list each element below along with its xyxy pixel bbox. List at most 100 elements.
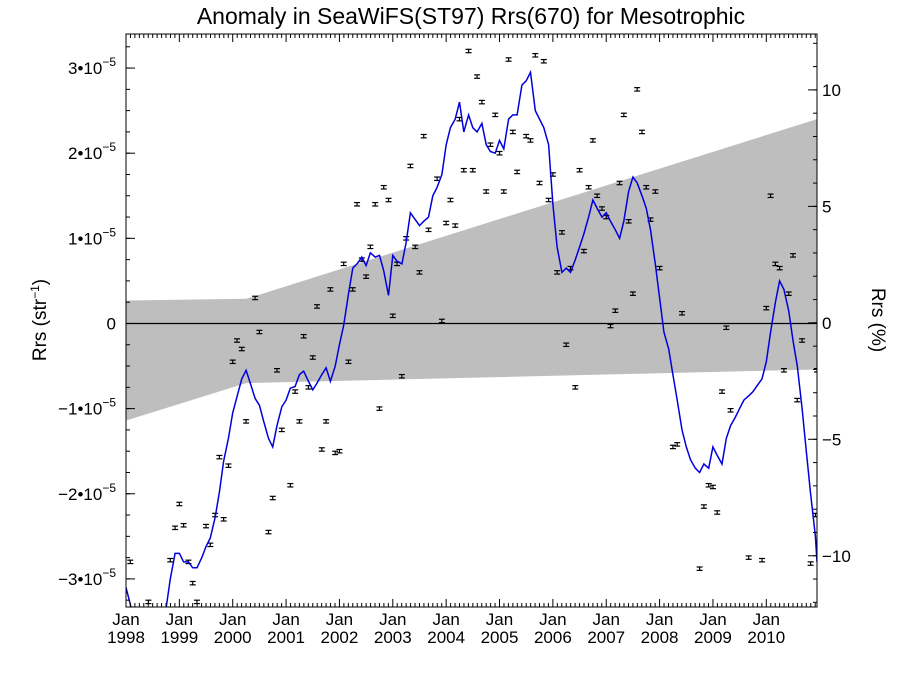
data-point [700,504,707,509]
data-point [576,167,583,173]
data-point [554,270,561,275]
data-point [252,295,259,301]
data-point [278,427,285,433]
data-point [225,463,232,468]
x-axis: Jan1998Jan1999Jan2000Jan2001Jan2002Jan20… [107,34,816,647]
data-point [714,510,721,515]
y-tick-label: −3•10−5 [58,566,116,589]
data-point [256,329,263,335]
chart-title: Anomaly in SeaWiFS(ST97) Rrs(670) for Me… [197,3,745,29]
data-point [292,389,299,394]
data-point [389,313,396,319]
data-point [723,325,730,331]
right-y-axis: 10 5 0 −5 −10 [808,42,851,603]
data-point [814,368,817,373]
data-point [727,408,734,413]
data-point [545,197,552,203]
data-point [572,385,579,390]
data-point [367,244,374,250]
y-right-tick-label: 5 [822,197,831,216]
data-point [465,48,472,54]
data-point [323,419,330,424]
data-point [478,99,485,105]
data-point [309,355,316,360]
data-point [469,167,476,173]
data-point [233,338,240,343]
data-point [500,189,507,194]
data-point [745,555,752,560]
data-markers [127,48,817,605]
data-point [638,129,645,135]
x-tick-label-month: Jan [272,610,299,629]
data-point [674,442,681,447]
y-right-tick-label: 10 [822,81,841,100]
data-point [620,112,627,118]
x-tick-label-month: Jan [699,610,726,629]
data-point [385,197,392,203]
data-point [669,444,676,450]
data-point [398,373,405,379]
data-point [380,184,387,190]
data-point [127,559,134,565]
data-point [340,261,347,267]
data-point [172,525,179,531]
data-point [189,580,196,586]
y-tick-label: −1•10−5 [58,396,116,419]
data-point [438,318,445,324]
data-point [709,484,716,490]
data-point [679,310,686,316]
data-point [799,338,806,343]
left-y-axis: 3•10−5 2•10−5 1•10−5 0 −1•10−5 −2•10−5 −3•10−5 [58,46,135,601]
data-point [763,305,770,311]
data-point [176,501,183,507]
data-point [585,184,592,190]
data-point [238,346,245,352]
series-line [126,69,817,607]
data-point [536,180,543,186]
data-point [327,287,334,292]
data-point [412,244,419,250]
x-tick-label-month: Jan [166,610,193,629]
data-point [274,368,281,373]
x-tick-label-month: Jan [486,610,513,629]
data-point [354,201,361,207]
data-point [785,291,792,296]
uncertainty-band [126,119,817,421]
data-point [452,223,459,228]
data-point [719,389,726,394]
y-tick-label: 2•10−5 [68,140,116,163]
data-point [705,482,712,488]
x-tick-label-month: Jan [753,610,780,629]
data-point [594,193,601,199]
data-point [612,308,619,314]
data-point [558,230,565,235]
data-point [767,193,774,199]
data-point [443,220,450,226]
data-point [376,406,383,411]
data-point [656,265,663,271]
data-point [318,447,325,452]
data-point [514,169,521,175]
data-point [203,523,210,529]
data-point [296,419,303,424]
data-point [696,566,703,571]
data-point [780,368,787,373]
data-point [345,359,352,365]
data-point [563,342,570,348]
x-tick-label-year: 2005 [481,628,519,647]
data-point [523,133,530,139]
data-point [216,454,223,460]
data-point [580,248,587,254]
data-point [607,323,614,329]
data-point [505,57,512,62]
data-point [776,265,783,271]
data-point [487,142,494,147]
data-point [643,184,650,190]
data-point [447,197,454,203]
data-point [483,189,490,194]
x-tick-label-year: 2008 [641,628,679,647]
data-point [180,522,187,528]
y-tick-label: 1•10−5 [68,225,116,248]
x-tick-label-year: 2004 [427,628,465,647]
